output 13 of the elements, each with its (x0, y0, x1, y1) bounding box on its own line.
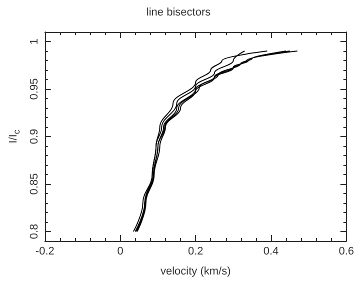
chart-title: line bisectors (146, 6, 212, 18)
x-tick-label: -0.2 (35, 246, 54, 258)
y-tick-label: 0.85 (28, 173, 40, 195)
y-tick-label: 0.95 (28, 78, 40, 100)
x-tick-label: 0.6 (338, 246, 354, 258)
x-tick-label: 0.4 (263, 246, 279, 258)
x-axis-title: velocity (km/s) (160, 266, 231, 278)
y-axis-title: I/Ic (8, 129, 22, 144)
x-tick-label: 0 (117, 246, 124, 258)
y-tick-label: 1 (28, 38, 40, 45)
y-tick-label: 0.8 (28, 224, 40, 240)
y-tick-label: 0.9 (28, 128, 40, 144)
x-tick-label: 0.2 (188, 246, 204, 258)
